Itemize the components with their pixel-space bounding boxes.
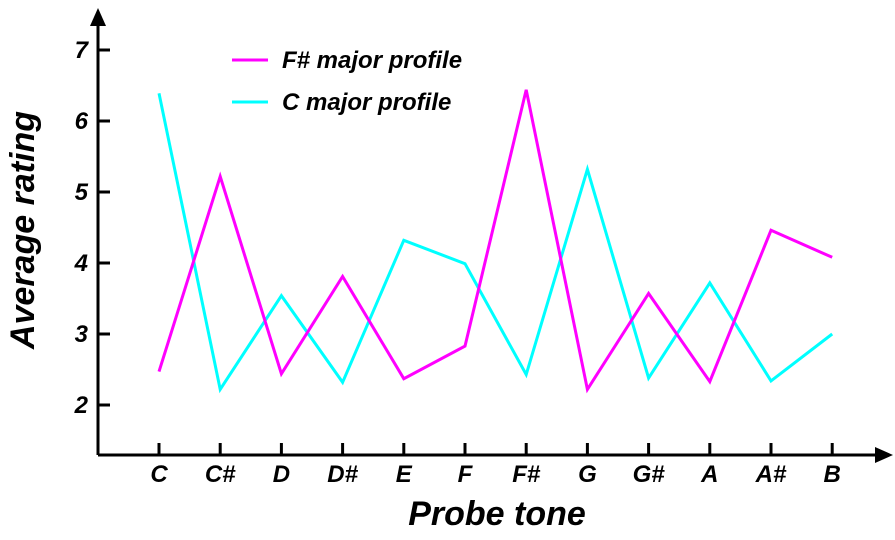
y-tick-label: 6 [75,108,89,135]
x-tick-label: F# [512,461,541,488]
legend-label-c-major: C major profile [282,89,451,116]
x-tick-label: C# [205,461,236,488]
series-layer [157,89,834,394]
y-axis-arrow [90,8,106,26]
y-axis [90,8,106,455]
series-line-c-major [157,92,834,394]
y-tick-label: 4 [74,250,88,277]
series-line-fsharp-major [157,89,833,394]
y-ticks: 2 3 4 5 6 7 [74,37,110,419]
x-axis [98,447,893,463]
x-tick-label: G [578,461,597,488]
x-tick-label: D# [327,461,358,488]
x-tick-label: B [824,461,841,488]
y-tick-label: 2 [74,392,89,419]
x-tick-label: G# [633,461,666,488]
x-tick-label: A# [755,461,787,488]
legend: F# major profile C major profile [232,47,462,116]
x-tick-label: D [273,461,290,488]
x-tick-label: F [458,461,474,488]
legend-label-fsharp-major: F# major profile [282,47,462,74]
x-tick-label: C [150,461,168,488]
x-axis-arrow [875,447,893,463]
y-tick-label: 5 [75,179,89,206]
y-axis-title: Average rating [4,111,42,350]
y-tick-label: 3 [75,321,89,348]
x-axis-title: Probe tone [408,495,586,533]
x-ticks: C C# D D# E F F# G G# A A# B [150,443,841,488]
x-tick-label: E [396,461,413,488]
y-tick-label: 7 [75,37,90,64]
x-tick-label: A [700,461,718,488]
